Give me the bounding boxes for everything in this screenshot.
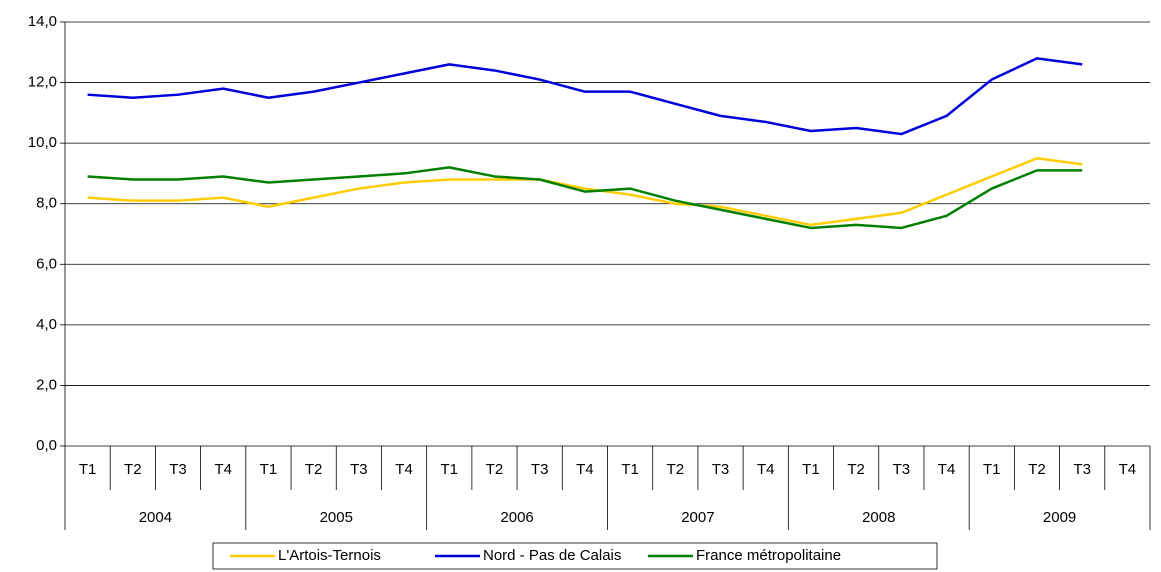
x-group-label: 2005 xyxy=(320,509,353,526)
x-tick-label: T3 xyxy=(1073,461,1091,478)
x-group-label: 2008 xyxy=(862,509,895,526)
x-tick-label: T1 xyxy=(621,461,639,478)
x-tick-label: T1 xyxy=(441,461,459,478)
x-tick-label: T4 xyxy=(757,461,775,478)
y-tick-label: 4,0 xyxy=(36,316,57,333)
legend-label: L'Artois-Ternois xyxy=(278,547,381,564)
y-tick-label: 12,0 xyxy=(28,74,57,91)
x-tick-label: T3 xyxy=(169,461,187,478)
legend-label: France métropolitaine xyxy=(696,547,841,564)
y-tick-label: 8,0 xyxy=(36,195,57,212)
y-tick-label: 6,0 xyxy=(36,255,57,272)
series-line xyxy=(87,157,1083,227)
y-tick-label: 14,0 xyxy=(28,13,57,30)
x-tick-label: T1 xyxy=(260,461,278,478)
y-tick-label: 0,0 xyxy=(36,437,57,454)
x-tick-label: T2 xyxy=(124,461,142,478)
x-tick-label: T3 xyxy=(350,461,368,478)
x-tick-label: T4 xyxy=(576,461,594,478)
x-tick-label: T4 xyxy=(214,461,232,478)
x-tick-label: T3 xyxy=(531,461,549,478)
series-line xyxy=(87,57,1083,136)
x-tick-label: T4 xyxy=(395,461,413,478)
y-tick-label: 10,0 xyxy=(28,134,57,151)
y-tick-label: 2,0 xyxy=(36,376,57,393)
legend-box xyxy=(212,542,938,570)
x-group-label: 2004 xyxy=(139,509,172,526)
x-tick-label: T2 xyxy=(486,461,504,478)
x-tick-label: T1 xyxy=(983,461,1001,478)
x-tick-label: T2 xyxy=(305,461,323,478)
x-tick-label: T1 xyxy=(802,461,820,478)
series-line xyxy=(87,166,1083,230)
x-tick-label: T4 xyxy=(1119,461,1137,478)
x-group-label: 2009 xyxy=(1043,509,1076,526)
legend-label: Nord - Pas de Calais xyxy=(483,547,621,564)
x-tick-label: T2 xyxy=(667,461,685,478)
x-tick-label: T1 xyxy=(79,461,97,478)
x-tick-label: T2 xyxy=(847,461,865,478)
x-tick-label: T4 xyxy=(938,461,956,478)
x-group-label: 2007 xyxy=(681,509,714,526)
x-tick-label: T3 xyxy=(712,461,730,478)
x-tick-label: T2 xyxy=(1028,461,1046,478)
x-group-label: 2006 xyxy=(500,509,533,526)
x-tick-label: T3 xyxy=(893,461,911,478)
